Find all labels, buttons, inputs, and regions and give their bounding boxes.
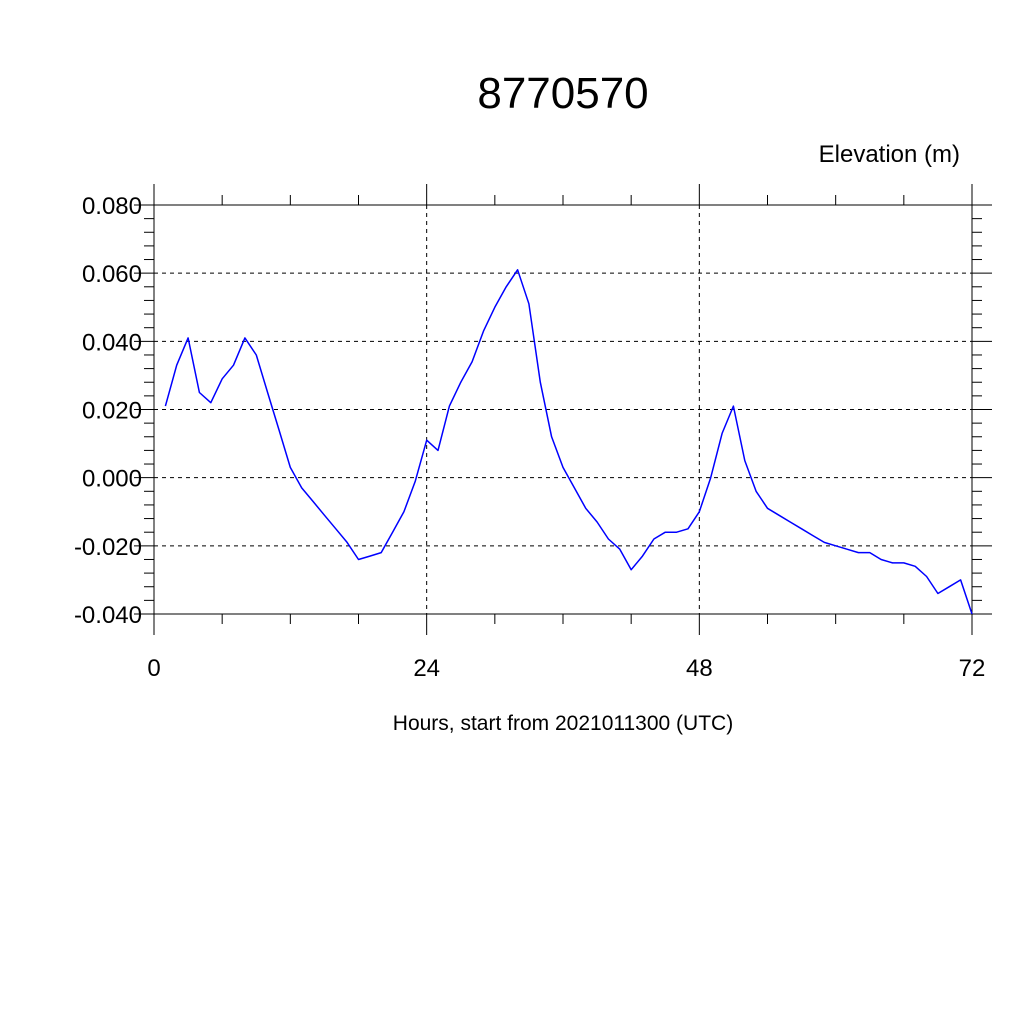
plot-frame xyxy=(134,184,992,635)
y-tick-label: 0.000 xyxy=(82,466,142,493)
ticks xyxy=(134,184,992,635)
y-tick-labels: -0.040 -0.020 0.000 0.020 0.040 0.060 0.080 xyxy=(74,193,142,629)
chart-title: 8770570 xyxy=(477,69,648,118)
y-tick-label: 0.080 xyxy=(82,193,142,220)
y-tick-label: 0.060 xyxy=(82,261,142,288)
x-axis-label: Hours, start from 2021011300 (UTC) xyxy=(393,712,733,735)
y-tick-label: 0.020 xyxy=(82,398,142,425)
x-tick-label: 48 xyxy=(686,655,713,682)
x-tick-label: 24 xyxy=(413,655,440,682)
y-axis-label: Elevation (m) xyxy=(819,141,960,168)
grid xyxy=(153,204,973,615)
x-tick-label: 72 xyxy=(959,655,986,682)
y-tick-label: -0.040 xyxy=(74,602,142,629)
series-group xyxy=(164,269,973,615)
x-tick-label: 0 xyxy=(147,655,160,682)
elevation-series-line xyxy=(164,269,973,615)
y-tick-label: -0.020 xyxy=(74,534,142,561)
y-tick-label: 0.040 xyxy=(82,329,142,356)
x-tick-labels: 0 24 48 72 xyxy=(147,655,985,682)
